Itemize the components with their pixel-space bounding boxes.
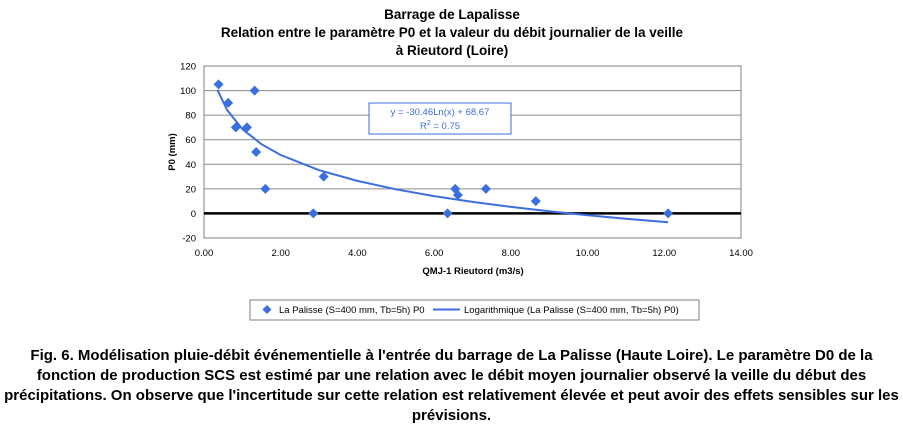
y-tick-label: -20: [182, 234, 196, 245]
y-tick-label: 0: [191, 209, 196, 220]
data-point: [308, 208, 319, 219]
trend-line: [216, 89, 669, 224]
data-point: [249, 85, 260, 96]
y-tick-label: 60: [185, 135, 196, 146]
data-point: [530, 196, 541, 207]
x-tick-label: 4.00: [348, 248, 367, 259]
data-point: [452, 190, 463, 200]
x-axis-label: QMJ-1 Rieutord (m3/s): [422, 266, 523, 277]
data-point: [213, 79, 224, 90]
y-tick-label: 40: [185, 160, 196, 171]
x-tick-label: 10.00: [576, 248, 600, 259]
data-point: [663, 208, 674, 219]
x-tick-label: 0.00: [195, 248, 214, 259]
equation-box: y = -30.46Ln(x) + 68.67 R2 = 0.75: [368, 102, 512, 135]
data-point: [230, 122, 241, 133]
legend-label-line: Logarithmique (La Palisse (S=400 mm, Tb=…: [464, 305, 679, 316]
x-tick-label: 12.00: [652, 248, 676, 259]
y-tick-label: 100: [180, 86, 196, 97]
y-tick-label: 20: [185, 184, 196, 195]
data-point: [251, 147, 262, 157]
legend: La Palisse (S=400 mm, Tb=5h) P0 Logarith…: [249, 299, 700, 321]
data-point: [318, 171, 329, 182]
chart-title-line-3: à Rieutord (Loire): [396, 43, 509, 58]
y-tick-labels: -20 0 20 40 60 80 100 120: [180, 62, 196, 245]
equation-text: y = -30.46Ln(x) + 68.67: [391, 107, 490, 118]
y-tick-label: 80: [185, 111, 196, 122]
y-tick-label: 120: [180, 62, 196, 73]
chart: Barrage de Lapalisse Relation entre le p…: [167, 7, 753, 321]
data-point: [260, 183, 271, 194]
r2-text: R2 = 0.75: [420, 120, 460, 132]
plot-area: [203, 65, 742, 239]
chart-title-line-2: Relation entre le paramètre P0 et la val…: [221, 25, 684, 40]
legend-label-scatter: La Palisse (S=400 mm, Tb=5h) P0: [279, 305, 425, 316]
x-tick-labels: 0.00 2.00 4.00 6.00 8.00 10.00 12.00 14.00: [195, 248, 753, 259]
x-tick-label: 14.00: [729, 248, 753, 259]
x-tick-label: 2.00: [271, 248, 290, 259]
legend-marker-scatter: [262, 305, 272, 314]
figure-caption: Fig. 6. Modélisation pluie-débit événeme…: [4, 347, 899, 424]
chart-title-line-1: Barrage de Lapalisse: [384, 7, 520, 22]
y-axis-label: P0 (mm): [167, 133, 178, 170]
data-point: [480, 183, 491, 194]
data-point: [442, 208, 453, 219]
data-point: [223, 97, 234, 108]
data-points: [213, 79, 674, 219]
x-tick-label: 6.00: [425, 248, 444, 259]
x-tick-label: 8.00: [502, 248, 521, 259]
data-point: [241, 122, 252, 133]
